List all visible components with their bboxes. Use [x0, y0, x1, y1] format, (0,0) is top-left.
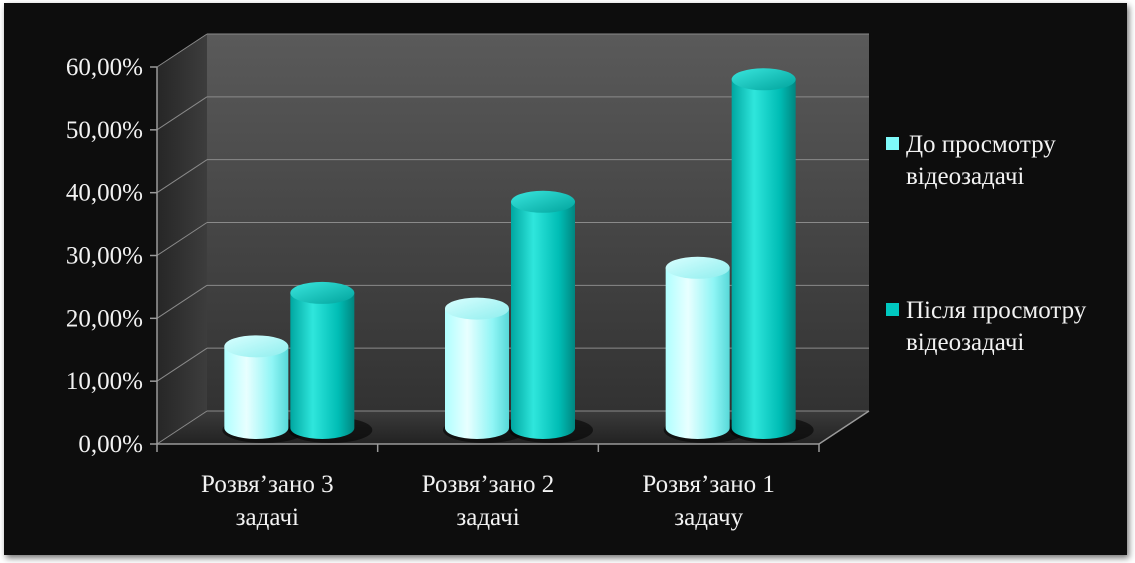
bar-top — [731, 68, 796, 91]
gridline-diagonal — [156, 33, 208, 68]
bar-top — [290, 281, 355, 304]
x-tick-label: Розвя’зано 2 задачі — [422, 471, 555, 531]
chart-frame: 0,00% 10,00% 20,00% 30,00% 40,00% 50,00% 60,00… — [4, 3, 1127, 555]
y-tick-label: 0,00% — [78, 431, 143, 458]
legend-swatch — [886, 137, 899, 150]
y-tick-label: 20,00% — [66, 305, 143, 332]
gridline-diagonal — [156, 284, 208, 319]
y-tick-label: 50,00% — [66, 117, 143, 144]
y-tick-label: 60,00% — [66, 54, 143, 81]
bar — [288, 281, 373, 443]
y-tick-label: 10,00% — [66, 368, 143, 395]
y-tick-label: 30,00% — [66, 243, 143, 270]
bar-body — [445, 308, 509, 439]
bar-series — [222, 68, 814, 443]
bar — [222, 335, 307, 443]
bar-body — [224, 346, 289, 439]
y-axis-tick-labels: 0,00% 10,00% 20,00% 30,00% 40,00% 50,00% 60,00… — [66, 54, 143, 458]
bar-top — [665, 256, 730, 279]
bar-body — [665, 267, 730, 439]
bar-top — [224, 335, 289, 358]
floor-edge-line — [818, 410, 870, 445]
gridline-diagonal — [156, 159, 208, 194]
bar — [729, 68, 814, 443]
gridline-diagonal — [156, 410, 208, 445]
gridline-diagonal — [156, 222, 208, 256]
x-tick-label: Розвя’зано 3 задачі — [201, 471, 334, 531]
bar — [509, 190, 593, 443]
bar — [663, 256, 748, 443]
bar-top — [445, 297, 509, 320]
x-tick-label: Розвя’зано 1 задачу — [642, 471, 775, 531]
legend-label: До просмотру відеозадачі — [906, 131, 1056, 190]
gridline-diagonal — [156, 96, 208, 131]
legend-label: Після просмотру відеозадачі — [906, 297, 1087, 356]
y-tick-label: 40,00% — [66, 180, 143, 207]
bar-body — [290, 292, 355, 439]
bar-body — [731, 79, 796, 440]
legend-swatch — [886, 303, 899, 316]
axes — [150, 66, 870, 452]
gridline-diagonal — [156, 347, 208, 382]
bar-top — [511, 190, 575, 213]
bar-body — [511, 201, 575, 439]
x-axis-tick-labels: Розвя’зано 3 задачі Розвя’зано 2 задачі Розв… — [201, 471, 775, 531]
legend: До просмотру відеозадачі Після просмотру ві… — [886, 131, 1087, 356]
bar — [443, 297, 527, 443]
bar-chart: 0,00% 10,00% 20,00% 30,00% 40,00% 50,00% 60,00… — [66, 33, 1087, 531]
